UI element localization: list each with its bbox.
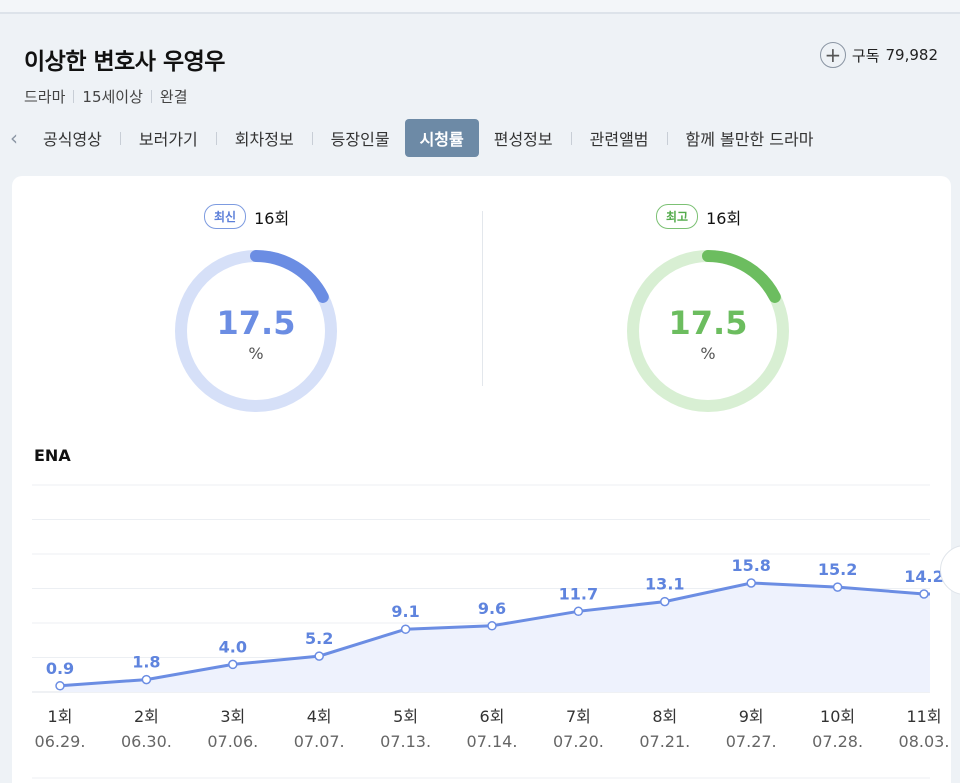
highest-donut-arc xyxy=(702,250,781,303)
panel-divider xyxy=(482,211,483,386)
program-meta: 드라마 15세이상 완결 xyxy=(24,86,188,107)
channel-label: ENA xyxy=(34,446,71,465)
x-date-label: 06.29. xyxy=(35,732,86,751)
meta-divider xyxy=(73,90,75,103)
x-date-label: 07.07. xyxy=(294,732,345,751)
data-label: 9.6 xyxy=(478,599,506,618)
x-date-label: 07.21. xyxy=(639,732,690,751)
x-tick-label: 7회 xyxy=(566,707,591,726)
x-tick-label: 3회 xyxy=(220,707,245,726)
tab-episodes[interactable]: 회차정보 xyxy=(234,130,294,149)
data-label: 4.0 xyxy=(219,637,247,656)
latest-donut-arc xyxy=(250,250,329,303)
highest-episode: 16회 xyxy=(706,208,742,228)
status-label: 완결 xyxy=(159,88,188,106)
x-date-label: 07.28. xyxy=(812,732,863,751)
x-tick-label: 8회 xyxy=(652,707,677,726)
x-tick-label: 9회 xyxy=(739,707,764,726)
x-tick-label: 1회 xyxy=(48,707,73,726)
tab-divider xyxy=(215,131,217,145)
data-point xyxy=(573,606,584,617)
data-point xyxy=(141,674,152,685)
highest-rating-value: 17.5 xyxy=(668,304,748,342)
subscribe-label: 구독 xyxy=(851,46,880,65)
highest-header: 최고 16회 xyxy=(656,204,741,229)
tab-schedule[interactable]: 편성정보 xyxy=(493,130,553,149)
tab-divider xyxy=(119,131,121,145)
data-point xyxy=(314,651,324,661)
latest-episode: 16회 xyxy=(254,208,290,228)
ratings-chart: 0.9 1회 06.29. 1.8 2회 06.30. 4.0 3회 07.06. 5.2 4회 07… xyxy=(32,484,950,779)
data-label: 0.9 xyxy=(46,659,74,678)
data-point xyxy=(919,589,929,599)
chevron-left-icon[interactable]: ‹ xyxy=(10,126,18,150)
data-label: 5.2 xyxy=(305,629,333,648)
highest-rating-unit: % xyxy=(700,344,716,363)
data-point xyxy=(228,659,238,670)
x-date-label: 07.06. xyxy=(207,732,258,751)
plus-icon: + xyxy=(819,42,846,68)
subscribe-count: 79,982 xyxy=(885,46,939,64)
tab-cast[interactable]: 등장인물 xyxy=(330,130,390,149)
data-point xyxy=(55,681,65,691)
data-label: 15.8 xyxy=(731,556,770,575)
x-date-label: 07.20. xyxy=(553,732,604,751)
latest-badge: 최신 xyxy=(204,204,247,229)
series-area xyxy=(60,583,930,692)
data-label: 1.8 xyxy=(132,653,160,672)
x-date-label: 07.13. xyxy=(380,732,431,751)
program-header: 이상한 변호사 우영우 xyxy=(24,42,225,76)
data-label: 11.7 xyxy=(559,584,598,603)
subscribe-button[interactable]: + 구독 79,982 xyxy=(819,42,939,68)
top-border xyxy=(0,0,960,14)
x-tick-label: 6회 xyxy=(480,707,505,726)
meta-divider xyxy=(150,90,152,103)
tab-watch[interactable]: 보러가기 xyxy=(138,130,198,149)
series-line xyxy=(59,581,930,688)
tab-recommended[interactable]: 함께 볼만한 드라마 xyxy=(685,130,814,149)
highest-donut xyxy=(627,250,789,412)
tab-official-video[interactable]: 공식영상 xyxy=(43,130,102,149)
highest-badge: 최고 xyxy=(656,204,699,229)
latest-donut xyxy=(175,250,337,412)
latest-rating-value: 17.5 xyxy=(216,304,296,342)
tab-divider xyxy=(666,131,668,145)
tab-album[interactable]: 관련앨범 xyxy=(589,130,649,149)
x-tick-label: 10회 xyxy=(820,707,855,726)
x-date-label: 07.14. xyxy=(467,732,518,751)
tab-bar: ‹ 공식영상 보러가기 회차정보 등장인물 시청률 편성정보 관련앨범 함께 볼… xyxy=(0,118,960,158)
data-point xyxy=(487,621,497,631)
x-date-label: 06.30. xyxy=(121,732,172,751)
data-label: 13.1 xyxy=(645,575,684,594)
data-label: 15.2 xyxy=(818,560,857,579)
x-tick-label: 5회 xyxy=(393,707,418,726)
genre-label: 드라마 xyxy=(24,88,66,106)
data-point xyxy=(660,596,670,607)
x-date-label: 08.03. xyxy=(899,732,950,751)
data-point xyxy=(832,582,843,592)
data-label: 14.2 xyxy=(904,567,943,586)
tab-divider xyxy=(311,131,313,145)
age-rating-label: 15세이상 xyxy=(82,88,143,106)
x-tick-label: 11회 xyxy=(906,707,941,726)
latest-header: 최신 16회 xyxy=(204,204,289,229)
x-tick-label: 4회 xyxy=(307,707,332,726)
program-title: 이상한 변호사 우영우 xyxy=(24,49,225,75)
data-point xyxy=(746,578,756,588)
tab-divider xyxy=(570,131,572,145)
x-date-label: 07.27. xyxy=(726,732,777,751)
latest-rating-unit: % xyxy=(248,344,264,363)
x-tick-label: 2회 xyxy=(134,707,159,726)
data-point xyxy=(400,624,411,634)
data-label: 9.1 xyxy=(391,602,419,621)
tab-ratings[interactable]: 시청률 xyxy=(404,119,479,157)
ratings-card: 최신 16회 17.5 % 최고 16회 17.5 % ENA 0.9 1회 06.… xyxy=(12,176,951,783)
